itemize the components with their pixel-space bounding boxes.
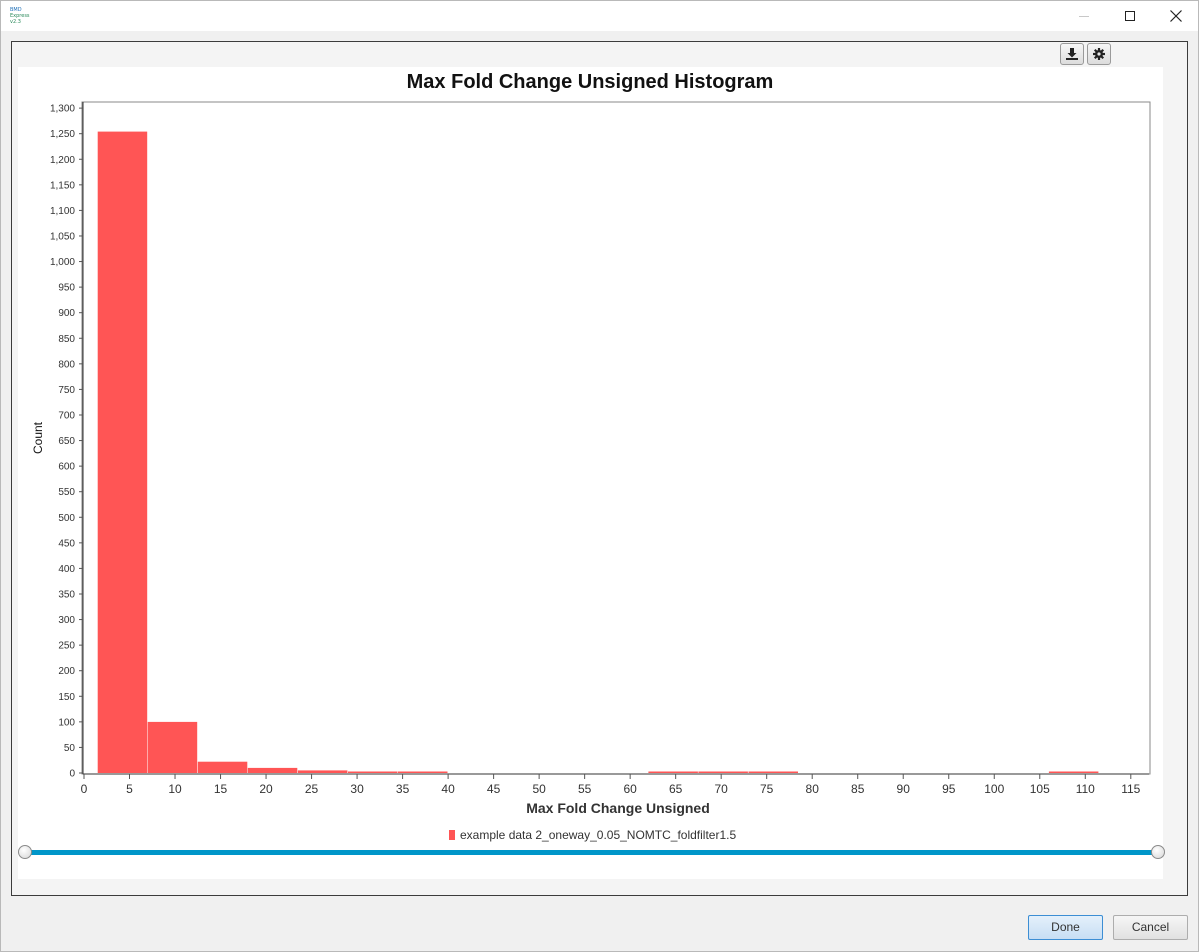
x-tick-label: 100 [984, 782, 1004, 796]
x-tick-label: 70 [714, 782, 728, 796]
legend-label: example data 2_oneway_0.05_NOMTC_foldfil… [460, 828, 736, 842]
maximize-icon [1125, 11, 1135, 21]
x-tick-label: 65 [669, 782, 683, 796]
x-tick-label: 35 [396, 782, 410, 796]
y-tick-label: 950 [58, 283, 75, 294]
y-tick-label: 1,200 [50, 155, 75, 166]
histogram-bar [97, 131, 148, 774]
histogram-bar [698, 771, 748, 773]
histogram-chart: Max Fold Change Unsigned Histogram 0 50 10… [18, 67, 1163, 879]
app-icon: BMD Express v2.3 [10, 7, 30, 25]
x-axis: 0 5 10 15 20 25 30 35 40 45 50 55 60 65 70 75 80 85 90 95 10… [81, 773, 1149, 796]
done-button[interactable]: Done [1028, 915, 1103, 940]
y-tick-label: 750 [58, 385, 75, 396]
x-tick-label: 45 [487, 782, 501, 796]
x-tick-label: 40 [441, 782, 455, 796]
histogram-bar [1048, 771, 1099, 773]
y-tick-label: 50 [64, 743, 76, 754]
x-tick-label: 5 [126, 782, 133, 796]
histogram-bar [398, 771, 448, 773]
y-tick-label: 0 [69, 769, 75, 780]
x-tick-label: 55 [578, 782, 592, 796]
y-tick-label: 550 [58, 487, 75, 498]
x-tick-label: 30 [350, 782, 364, 796]
x-tick-label: 20 [259, 782, 273, 796]
histogram-bar [147, 721, 198, 773]
x-tick-label: 85 [851, 782, 865, 796]
y-tick-label: 350 [58, 589, 75, 600]
x-tick-label: 90 [897, 782, 911, 796]
histogram-svg: Max Fold Change Unsigned Histogram 05010… [31, 71, 1151, 842]
y-tick-label: 900 [58, 308, 75, 319]
x-tick-label: 115 [1121, 782, 1140, 796]
chart-panel: Max Fold Change Unsigned Histogram 0 50 10… [11, 41, 1188, 896]
legend-swatch [449, 830, 455, 840]
y-tick-label: 1,250 [50, 129, 75, 140]
y-tick-label: 400 [58, 564, 75, 575]
settings-button[interactable] [1087, 43, 1111, 65]
y-tick-label: 150 [58, 692, 75, 703]
cancel-button[interactable]: Cancel [1113, 915, 1188, 940]
histogram-bar [297, 770, 348, 773]
y-tick-label: 850 [58, 334, 75, 345]
y-tick-label: 200 [58, 666, 75, 677]
x-tick-label: 15 [214, 782, 228, 796]
y-tick-label: 450 [58, 538, 75, 549]
slider-thumb-min[interactable] [18, 845, 32, 859]
y-tick-label: 1,300 [50, 104, 75, 115]
chart-title: Max Fold Change Unsigned Histogram [407, 71, 774, 93]
maximize-button[interactable] [1107, 1, 1153, 31]
histogram-bar [247, 767, 298, 773]
minimize-icon [1079, 16, 1089, 17]
y-axis: 0 50 100 150 200 250 300 350 400 450 500 550 600 650 7… [50, 102, 84, 780]
y-tick-label: 650 [58, 436, 75, 447]
x-tick-label: 0 [81, 782, 88, 796]
y-tick-label: 1,000 [50, 257, 75, 268]
slider-track[interactable] [24, 850, 1158, 855]
y-axis-label: Count [31, 421, 45, 454]
histogram-bar [648, 771, 698, 773]
x-tick-label: 80 [806, 782, 820, 796]
gear-icon [1093, 48, 1105, 60]
range-slider[interactable] [18, 845, 1166, 861]
histogram-bar [197, 761, 248, 773]
x-tick-label: 110 [1076, 782, 1095, 796]
y-tick-label: 700 [58, 410, 75, 421]
x-tick-label: 75 [760, 782, 774, 796]
download-button[interactable] [1060, 43, 1084, 65]
x-tick-label: 25 [305, 782, 319, 796]
title-bar: BMD Express v2.3 [1, 1, 1198, 31]
legend: example data 2_oneway_0.05_NOMTC_foldfil… [449, 828, 736, 842]
close-icon [1170, 10, 1182, 22]
y-tick-label: 100 [58, 717, 75, 728]
close-button[interactable] [1153, 1, 1199, 31]
download-icon [1066, 48, 1078, 60]
x-tick-label: 60 [623, 782, 637, 796]
y-tick-label: 300 [58, 615, 75, 626]
y-tick-label: 1,050 [50, 231, 75, 242]
y-tick-label: 1,100 [50, 206, 75, 217]
histogram-bar [748, 771, 798, 773]
y-tick-label: 250 [58, 641, 75, 652]
y-tick-label: 600 [58, 462, 75, 473]
x-axis-label: Max Fold Change Unsigned [526, 800, 710, 816]
slider-thumb-max[interactable] [1151, 845, 1165, 859]
histogram-bars [97, 131, 1099, 774]
x-tick-label: 50 [532, 782, 546, 796]
x-tick-label: 105 [1030, 782, 1050, 796]
minimize-button[interactable] [1061, 1, 1107, 31]
x-tick-label: 95 [942, 782, 956, 796]
y-tick-label: 500 [58, 513, 75, 524]
x-tick-label: 10 [168, 782, 182, 796]
y-tick-label: 1,150 [50, 180, 75, 191]
histogram-bar [348, 771, 398, 773]
plot-frame [81, 101, 1151, 775]
y-tick-label: 800 [58, 359, 75, 370]
